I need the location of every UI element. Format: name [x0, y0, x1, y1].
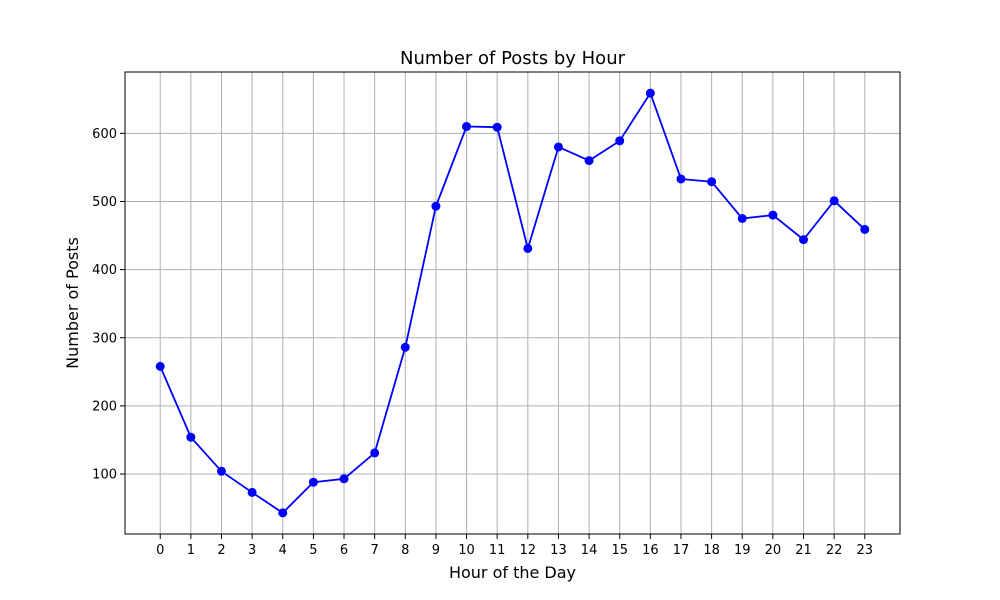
data-point [247, 487, 257, 497]
y-axis-ticks: 100 200 300 400 500 600 [92, 127, 125, 483]
data-point [339, 474, 349, 484]
x-tick-label: 5 [309, 543, 317, 558]
x-tick-label: 10 [458, 543, 475, 558]
data-point [584, 156, 594, 166]
data-point [155, 361, 165, 371]
series-line-layer [159, 92, 866, 514]
x-tick-label: 20 [765, 543, 782, 558]
x-tick-label: 23 [856, 543, 873, 558]
y-tick-label: 100 [92, 468, 117, 483]
chart-title: Number of Posts by Hour [400, 48, 626, 69]
data-point [370, 448, 380, 458]
x-tick-label: 2 [217, 543, 225, 558]
data-point [186, 432, 196, 442]
data-point [308, 477, 318, 487]
data-point [400, 342, 410, 352]
x-tick-label: 4 [279, 543, 287, 558]
data-point [860, 224, 870, 234]
data-point [216, 466, 226, 476]
data-point [645, 88, 655, 98]
data-point [615, 136, 625, 146]
y-tick-label: 600 [92, 127, 117, 142]
x-tick-label: 18 [703, 543, 720, 558]
x-tick-label: 0 [156, 543, 164, 558]
x-tick-label: 22 [826, 543, 843, 558]
data-point [431, 201, 441, 211]
x-tick-label: 19 [734, 543, 751, 558]
series-line [159, 92, 866, 514]
data-point [707, 177, 717, 187]
data-point [278, 508, 288, 518]
x-tick-label: 12 [520, 543, 537, 558]
y-tick-label: 500 [92, 195, 117, 210]
data-point [553, 142, 563, 152]
y-tick-label: 400 [92, 263, 117, 278]
data-point [492, 122, 502, 132]
y-tick-label: 300 [92, 331, 117, 346]
plot-frame [124, 71, 901, 535]
x-tick-label: 14 [581, 543, 598, 558]
x-tick-label: 16 [642, 543, 659, 558]
x-tick-label: 3 [248, 543, 256, 558]
x-tick-label: 17 [673, 543, 690, 558]
x-tick-label: 21 [795, 543, 812, 558]
data-point [799, 235, 809, 245]
x-tick-label: 8 [401, 543, 409, 558]
data-point [829, 196, 839, 206]
data-point [768, 210, 778, 220]
x-tick-label: 13 [550, 543, 567, 558]
x-tick-label: 7 [371, 543, 379, 558]
data-point [462, 122, 472, 132]
data-point [523, 243, 533, 253]
y-axis-label: Number of Posts [63, 237, 82, 369]
x-tick-label: 6 [340, 543, 348, 558]
x-tick-label: 9 [432, 543, 440, 558]
grid [125, 72, 900, 534]
data-point [737, 214, 747, 224]
x-axis-ticks: 0 1 2 3 4 5 6 7 8 9 10 11 12 13 14 15 16 17 18 19 20 21 22 23 [156, 534, 873, 558]
x-tick-label: 1 [187, 543, 195, 558]
data-point [676, 174, 686, 184]
x-tick-label: 15 [611, 543, 628, 558]
x-tick-label: 11 [489, 543, 506, 558]
data-markers [155, 88, 870, 518]
y-tick-label: 200 [92, 399, 117, 414]
x-axis-label: Hour of the Day [449, 563, 576, 582]
